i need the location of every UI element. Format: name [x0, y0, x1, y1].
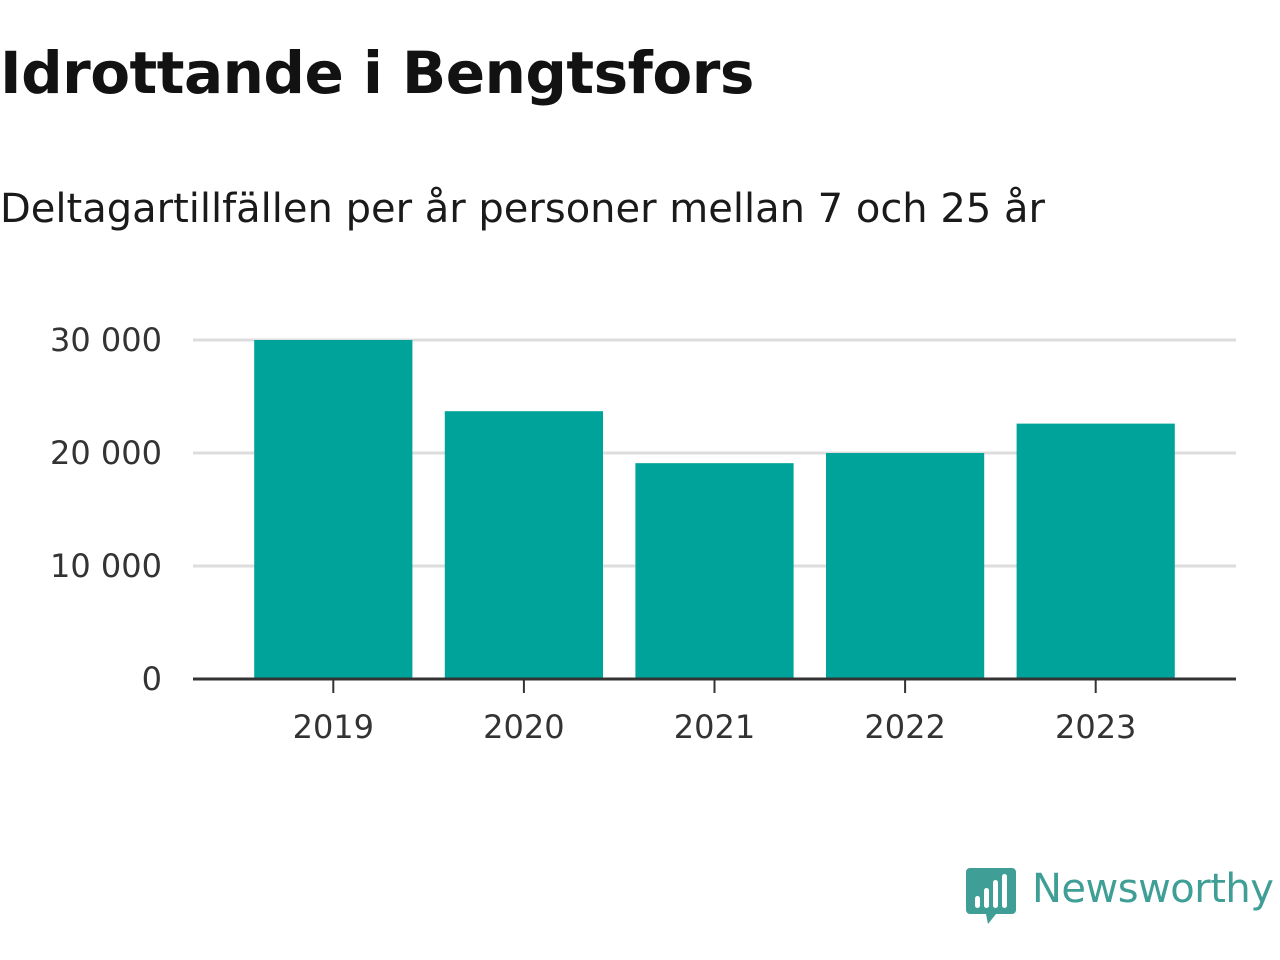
x-tick-label: 2019	[293, 708, 374, 746]
bar-chart: 0 10 000 20 000 30 000 2019 2020 2021 2022 2023	[50, 321, 1236, 746]
y-tick-label: 20 000	[50, 434, 162, 472]
y-tick-label: 10 000	[50, 547, 162, 585]
y-tick-label: 30 000	[50, 321, 162, 359]
bar-2021	[635, 463, 794, 679]
x-tick-label: 2023	[1055, 708, 1136, 746]
x-tick-label: 2022	[864, 708, 945, 746]
bar-2019	[254, 340, 413, 679]
brand-logo: Newsworthy	[964, 864, 1280, 928]
bar-2020	[444, 411, 603, 679]
x-tick-label: 2020	[483, 708, 564, 746]
x-tick-label: 2021	[674, 708, 755, 746]
y-tick-label: 0	[142, 660, 162, 698]
brand-name: Newsworthy	[1032, 866, 1274, 912]
bars	[254, 340, 1175, 679]
bar-chart-speech-bubble-icon	[966, 868, 1016, 924]
bar-2023	[1016, 423, 1175, 679]
axes: 0 10 000 20 000 30 000 2019 2020 2021 2022 2023	[50, 321, 1236, 746]
chart-title: Idrottande i Bengtsfors	[0, 39, 754, 107]
chart-subtitle: Deltagartillfällen per år personer mella…	[0, 186, 1045, 232]
bar-2022	[826, 453, 985, 679]
